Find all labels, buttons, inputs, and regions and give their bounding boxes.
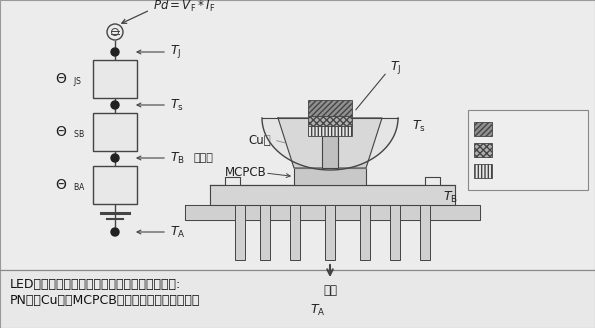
Text: $\Theta$: $\Theta$ xyxy=(55,178,67,192)
Text: $T_{\rm J}$: $T_{\rm J}$ xyxy=(390,59,402,76)
Bar xyxy=(308,100,352,116)
Bar xyxy=(260,205,270,260)
Text: $T_{\rm B}$: $T_{\rm B}$ xyxy=(443,190,458,205)
Text: $T_{\rm s}$: $T_{\rm s}$ xyxy=(170,97,184,113)
Text: $T_{\rm A}$: $T_{\rm A}$ xyxy=(310,302,325,318)
Bar xyxy=(390,205,400,260)
Bar xyxy=(0,0,595,270)
Text: $\Theta$: $\Theta$ xyxy=(55,72,67,86)
Text: $T_{\rm B}$: $T_{\rm B}$ xyxy=(170,151,185,166)
Polygon shape xyxy=(278,118,382,168)
Text: $Pd=V_{\rm F}*I_{\rm F}$: $Pd=V_{\rm F}*I_{\rm F}$ xyxy=(153,0,215,14)
Polygon shape xyxy=(210,185,455,205)
Circle shape xyxy=(111,154,119,162)
Text: $_{\rm JS}$: $_{\rm JS}$ xyxy=(73,74,82,90)
Polygon shape xyxy=(185,205,480,220)
Text: Cu柱: Cu柱 xyxy=(248,133,271,147)
Text: $T_{\rm J}$: $T_{\rm J}$ xyxy=(170,44,181,60)
Bar xyxy=(290,205,300,260)
Bar xyxy=(322,136,338,168)
Bar xyxy=(0,270,595,328)
Circle shape xyxy=(111,101,119,109)
Text: $T_{\rm s}$: $T_{\rm s}$ xyxy=(412,118,426,133)
Text: MCPCB: MCPCB xyxy=(225,167,267,179)
Text: 热量: 热量 xyxy=(323,283,337,297)
Bar xyxy=(474,122,492,136)
Bar xyxy=(308,116,352,126)
Bar xyxy=(474,143,492,157)
Bar xyxy=(93,113,137,151)
Bar xyxy=(235,205,245,260)
Text: 芯片: 芯片 xyxy=(496,124,509,134)
Text: $\Theta$: $\Theta$ xyxy=(55,125,67,139)
Bar xyxy=(360,205,370,260)
Polygon shape xyxy=(262,118,398,170)
Text: LED芯片产生的热量主要沿着下述热学通道传输:: LED芯片产生的热量主要沿着下述热学通道传输: xyxy=(10,277,181,291)
Text: 散热器: 散热器 xyxy=(193,153,213,163)
Circle shape xyxy=(111,29,118,35)
Bar xyxy=(308,126,352,136)
Text: $_{\rm BA}$: $_{\rm BA}$ xyxy=(73,182,86,194)
Bar xyxy=(474,164,492,178)
Bar xyxy=(468,110,588,190)
Text: $_{\rm SB}$: $_{\rm SB}$ xyxy=(73,129,84,141)
Bar xyxy=(294,168,366,185)
Text: 焊接层: 焊接层 xyxy=(496,166,516,176)
Text: $T_{\rm A}$: $T_{\rm A}$ xyxy=(170,224,186,239)
Text: PN结－Cu柱－MCPCB－散热器－空气（环境）: PN结－Cu柱－MCPCB－散热器－空气（环境） xyxy=(10,294,201,306)
Text: 固晶层: 固晶层 xyxy=(496,145,516,155)
Bar xyxy=(325,205,335,260)
Circle shape xyxy=(111,228,119,236)
Bar xyxy=(93,166,137,204)
Circle shape xyxy=(107,24,123,40)
Circle shape xyxy=(111,48,119,56)
Bar xyxy=(420,205,430,260)
Bar xyxy=(93,60,137,98)
